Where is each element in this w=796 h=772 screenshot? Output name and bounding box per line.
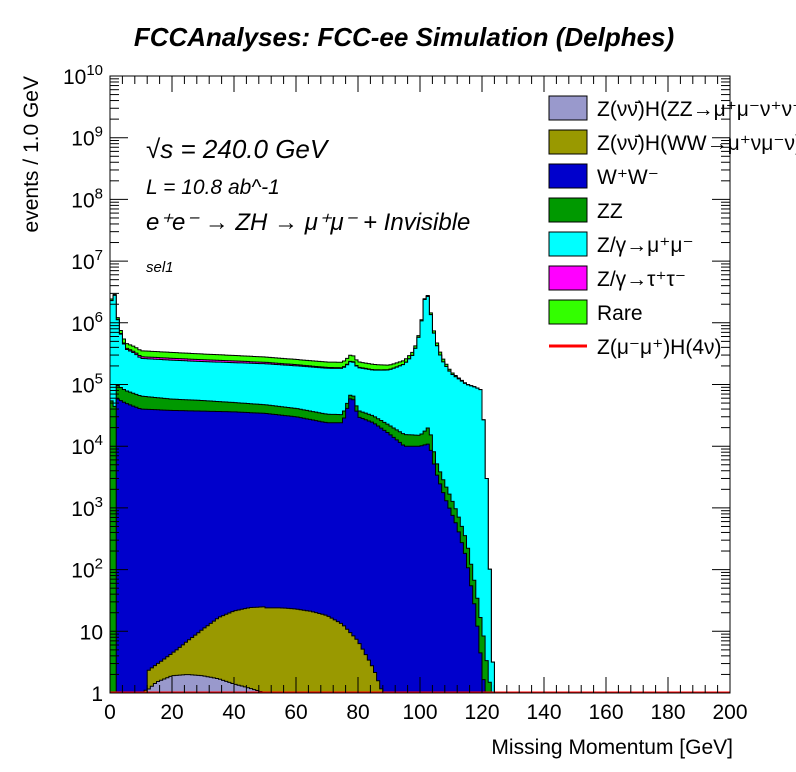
y-tick-label: 1 xyxy=(91,683,103,706)
y-tick-label: 106 xyxy=(71,309,103,336)
y-tick-label: 109 xyxy=(71,124,103,151)
x-tick-label: 40 xyxy=(222,701,245,724)
y-tick-label: 103 xyxy=(71,494,103,521)
legend-label: Rare xyxy=(597,302,643,325)
legend-swatch xyxy=(548,265,588,291)
legend-label: Z(μ⁻μ⁺)H(4ν) xyxy=(597,336,722,359)
x-tick-label: 200 xyxy=(712,701,747,724)
x-tick-label: 80 xyxy=(346,701,369,724)
y-tick-label: 104 xyxy=(71,432,103,459)
legend-swatch xyxy=(548,231,588,257)
x-tick-label: 120 xyxy=(464,701,499,724)
legend-label: Z/γ→μ⁺μ⁻ xyxy=(597,234,694,257)
legend-label: Z(νν̄)H(WW→μ⁺νμ⁻ν) xyxy=(597,132,796,155)
y-tick-label: 1010 xyxy=(63,62,103,89)
lumi-annotation: L = 10.8 ab^-1 xyxy=(146,176,280,199)
x-tick-label: 140 xyxy=(526,701,561,724)
legend-swatch xyxy=(548,95,588,121)
y-tick-label: 105 xyxy=(71,371,103,398)
process-annotation: e⁺e⁻ → ZH → μ⁺μ⁻ + Invisible xyxy=(146,209,470,236)
legend-label: Z/γ→τ⁺τ⁻ xyxy=(597,268,686,291)
chart-title: FCCAnalyses: FCC-ee Simulation (Delphes) xyxy=(134,22,674,52)
selection-annotation: sel1 xyxy=(146,259,174,276)
legend-label: Z(νν̄)H(ZZ→μ⁺μ⁻ν⁺ν⁻) xyxy=(597,98,796,121)
energy-annotation: √s = 240.0 GeV xyxy=(146,134,330,164)
x-axis-label: Missing Momentum [GeV] xyxy=(491,736,733,759)
x-tick-label: 100 xyxy=(402,701,437,724)
x-tick-label: 20 xyxy=(160,701,183,724)
y-tick-label: 107 xyxy=(71,247,103,274)
legend-label: ZZ xyxy=(597,200,623,223)
x-axis: 0 20 40 60 80 100 120 140 160 180 200 xyxy=(104,76,748,724)
legend-swatch xyxy=(548,129,588,155)
annotations: √s = 240.0 GeV L = 10.8 ab^-1 e⁺e⁻ → ZH … xyxy=(146,134,470,276)
legend-swatch xyxy=(548,299,588,325)
x-tick-label: 0 xyxy=(104,701,116,724)
y-tick-label: 10 xyxy=(80,621,103,644)
x-tick-label: 60 xyxy=(284,701,307,724)
legend-label: W⁺W⁻ xyxy=(597,166,659,189)
y-tick-label: 102 xyxy=(71,556,103,583)
legend: Z(νν̄)H(ZZ→μ⁺μ⁻ν⁺ν⁻) Z(νν̄)H(WW→μ⁺νμ⁻ν) W⁺… xyxy=(548,95,796,359)
x-tick-label: 160 xyxy=(588,701,623,724)
legend-swatch xyxy=(548,163,588,189)
y-axis-label: events / 1.0 GeV xyxy=(20,76,43,232)
legend-entries: Z(νν̄)H(ZZ→μ⁺μ⁻ν⁺ν⁻) Z(νν̄)H(WW→μ⁺νμ⁻ν) W⁺… xyxy=(548,95,796,359)
legend-swatch xyxy=(548,197,588,223)
x-tick-label: 180 xyxy=(650,701,685,724)
y-tick-label: 108 xyxy=(71,185,103,212)
